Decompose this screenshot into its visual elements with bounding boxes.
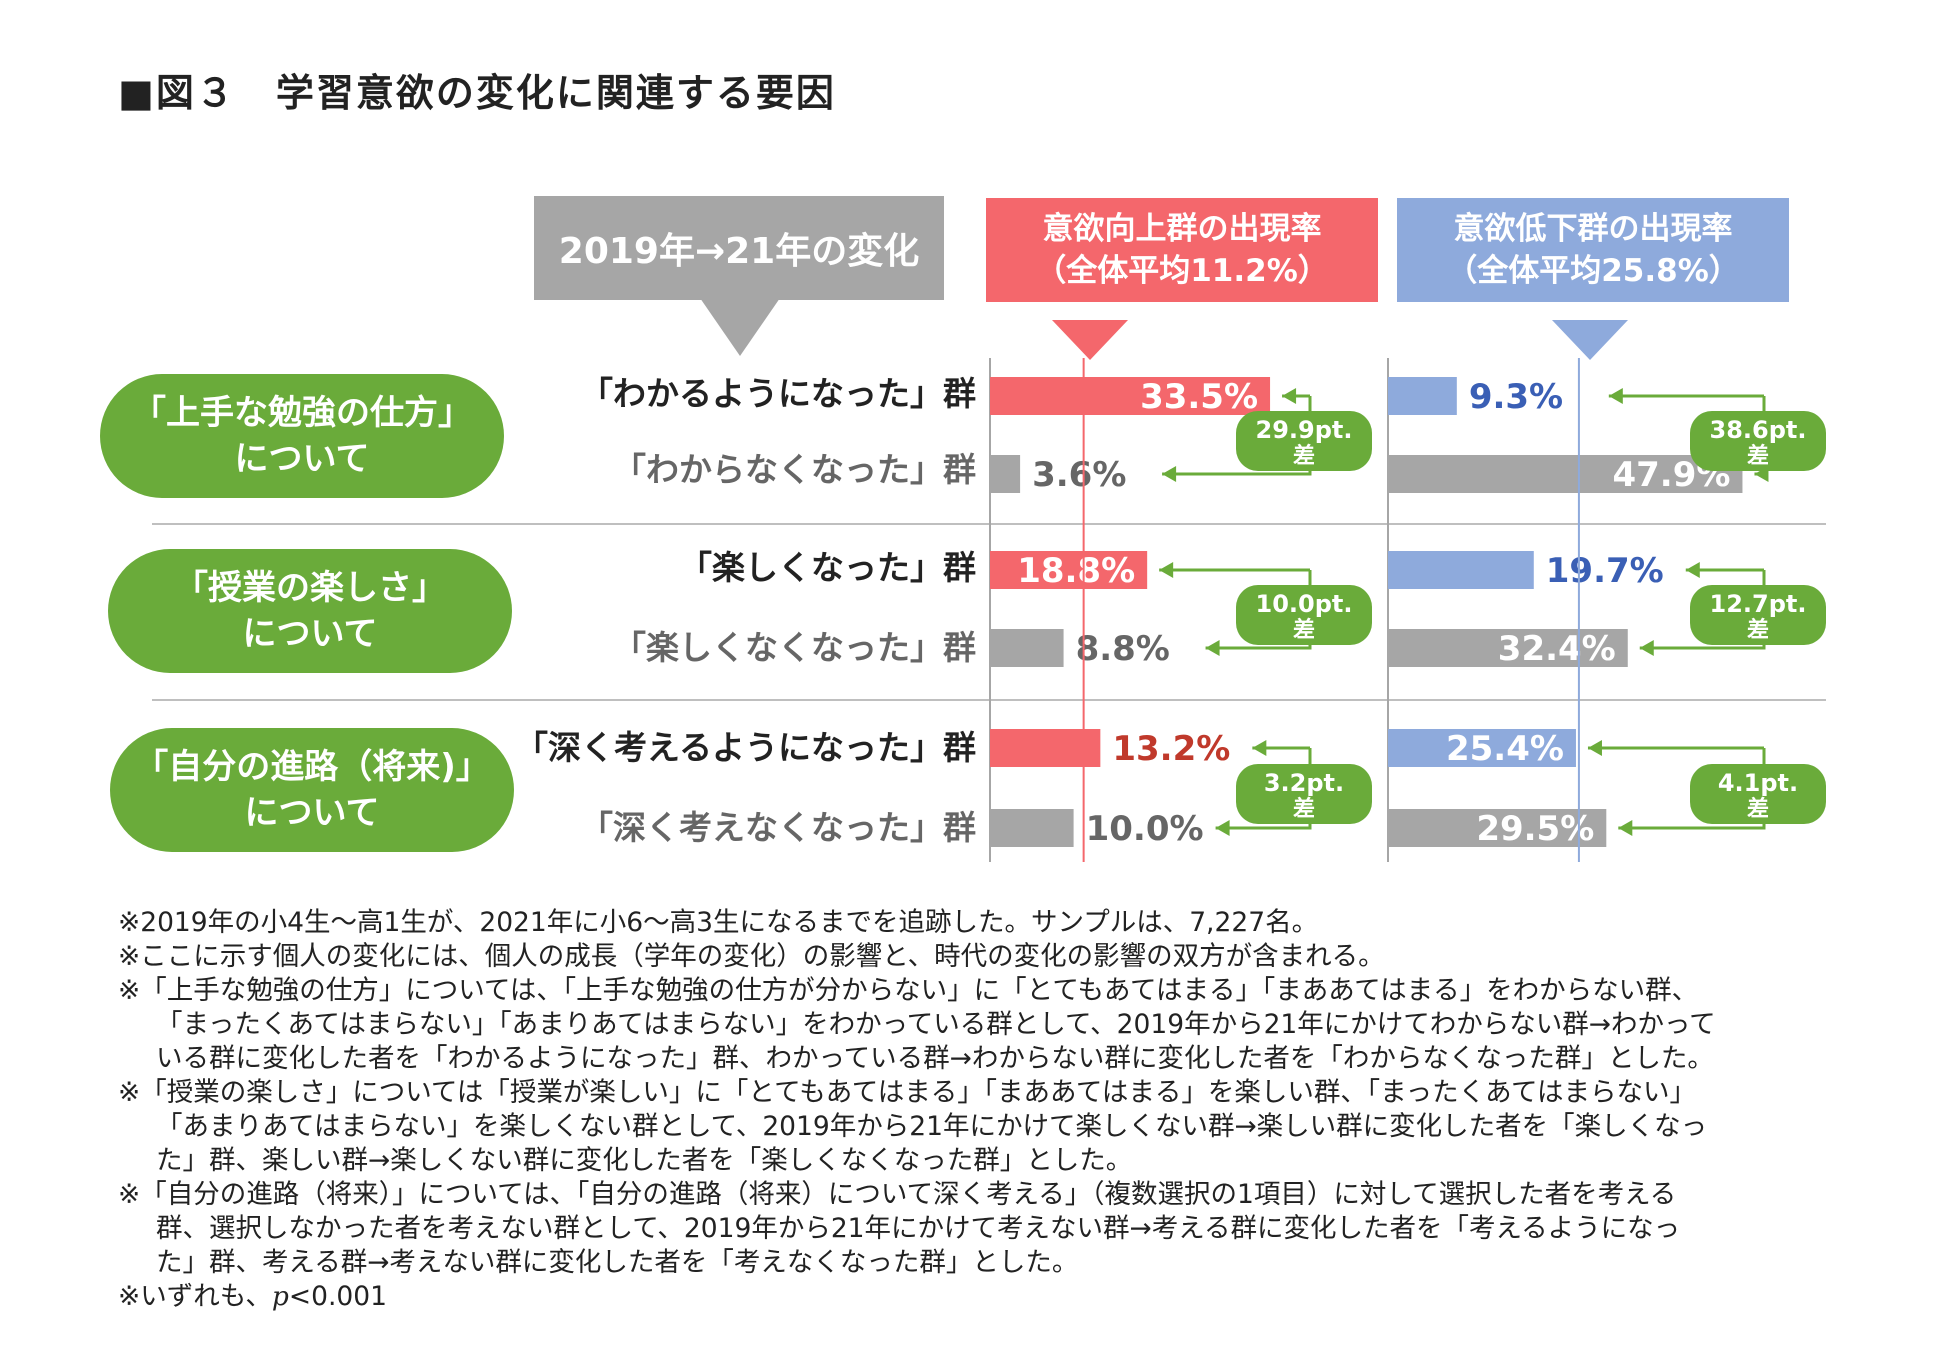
diff-unit: 差 — [1747, 617, 1769, 643]
diff-arrowhead — [1618, 820, 1633, 836]
header-down-line2: （全体平均25.8%） — [1446, 253, 1740, 289]
header-up-rate: 意欲向上群の出現率 （全体平均11.2%） — [986, 198, 1378, 302]
footnote: ※「上手な勉強の仕方」については、「上手な勉強の仕方が分からない」に「とてもあて… — [118, 975, 1699, 1006]
diff-arrowhead — [1159, 562, 1174, 578]
group-label-improved: 「楽しくなった」群 — [679, 548, 976, 587]
diff-arrowhead — [1685, 562, 1700, 578]
figure-title: ■図３ 学習意欲の変化に関連する要因 — [118, 71, 836, 115]
topic-line1: 「自分の進路（将来)」 — [134, 747, 490, 787]
diff-arrowhead — [1587, 740, 1602, 756]
footnote: ※2019年の小4生～高1生が、2021年に小6～高3生になるまでを追跡した。サ… — [118, 907, 1319, 938]
diff-value: 29.9pt. — [1256, 416, 1353, 444]
footnote: た」群、楽しい群→楽しくない群に変化した者を「楽しくなくなった群」とした。 — [156, 1145, 1133, 1176]
bar-improved-up — [990, 729, 1101, 767]
diff-value: 12.7pt. — [1710, 590, 1807, 618]
header-up-arrow — [1052, 320, 1128, 360]
footnote: ※「自分の進路（将来）」については、「自分の進路（将来）について深く考える」（複… — [118, 1179, 1677, 1210]
diff-value: 3.2pt. — [1264, 769, 1344, 797]
header-up-line2: （全体平均11.2%） — [1035, 253, 1329, 289]
topic-career-future: 「自分の進路（将来)」 について — [110, 728, 514, 852]
bar-improved-down — [1388, 551, 1534, 589]
bar-worsened-down — [1388, 455, 1743, 493]
header-down-line1: 意欲低下群の出現率 — [1453, 211, 1733, 247]
header-down-rate: 意欲低下群の出現率 （全体平均25.8%） — [1397, 198, 1789, 302]
diff-callout — [1690, 585, 1826, 645]
bar-worsened-up — [990, 629, 1064, 667]
topic-line2: について — [234, 439, 370, 479]
data-label: 9.3% — [1469, 377, 1563, 417]
diff-value: 4.1pt. — [1718, 769, 1798, 797]
bar-improved-down — [1388, 377, 1457, 415]
header-down-arrow — [1552, 320, 1628, 360]
data-label: 3.6% — [1032, 455, 1126, 495]
diff-value: 10.0pt. — [1256, 590, 1353, 618]
footnote: ※「授業の楽しさ」については「授業が楽しい」に「とてもあてはまる」「まああてはま… — [118, 1077, 1697, 1108]
data-label: 29.5% — [1476, 809, 1594, 849]
bar-improved-up — [990, 377, 1271, 415]
group-label-improved: 「深く考えるようになった」群 — [514, 728, 976, 767]
data-label: 19.7% — [1546, 551, 1664, 591]
diff-callout — [1690, 411, 1826, 471]
header-change-arrow — [700, 298, 780, 356]
footnote: 「あまりあてはまらない」を楽しくない群として、2019年から21年にかけて楽しく… — [156, 1111, 1708, 1142]
diff-arrowhead — [1608, 388, 1623, 404]
diff-unit: 差 — [1747, 443, 1769, 469]
bar-improved-down — [1388, 729, 1576, 767]
data-label: 25.4% — [1446, 729, 1564, 769]
topic-line2: について — [242, 614, 378, 654]
data-label: 8.8% — [1076, 629, 1170, 669]
footnote: た」群、考える群→考えない群に変化した者を「考えなくなった群」とした。 — [156, 1247, 1079, 1278]
diff-bracket — [1587, 746, 1766, 830]
topic-class-enjoyment: 「授業の楽しさ」 について — [108, 549, 512, 673]
group-label-improved: 「わかるようになった」群 — [580, 374, 976, 413]
diff-callout — [1690, 764, 1826, 824]
group-label-worsened: 「楽しくなくなった」群 — [613, 628, 976, 667]
topic-line1: 「上手な勉強の仕方」 — [132, 393, 472, 433]
footnote: 群、選択しなかった者を考えない群として、2019年から21年にかけて考えない群→… — [156, 1213, 1681, 1244]
bar-worsened-down — [1388, 809, 1607, 847]
data-label: 18.8% — [1017, 551, 1135, 591]
diff-callout — [1236, 411, 1372, 471]
diff-arrowhead — [1639, 640, 1654, 656]
header-up-line1: 意欲向上群の出現率 — [1042, 211, 1322, 247]
bar-improved-up — [990, 551, 1148, 589]
footnote: 「まったくあてはまらない」「あまりあてはまらない」をわかっている群として、201… — [156, 1009, 1716, 1040]
diff-arrowhead — [1215, 820, 1230, 836]
data-label: 13.2% — [1112, 729, 1230, 769]
data-label: 33.5% — [1140, 377, 1258, 417]
footnote-prefix: ※いずれも、 — [118, 1281, 272, 1312]
footnote: いる群に変化した者を「わかるようになった」群、わかっている群→わからない群に変化… — [156, 1043, 1714, 1074]
diff-bracket — [1159, 568, 1312, 650]
bar-worsened-up — [990, 455, 1021, 493]
diff-unit: 差 — [1747, 796, 1769, 822]
header-change-label: 2019年→21年の変化 — [558, 231, 920, 272]
diff-callout — [1236, 585, 1372, 645]
bar-chart: 33.5%3.6%9.3%47.9%18.8%8.8%19.7%32.4%13.… — [152, 298, 1826, 862]
footnote: ※ここに示す個人の変化には、個人の成長（学年の変化）の影響と、時代の変化の影響の… — [118, 941, 1385, 972]
topic-line2: について — [244, 793, 380, 833]
footnotes: ※2019年の小4生～高1生が、2021年に小6～高3生になるまでを追跡した。サ… — [118, 906, 1878, 1314]
bar-worsened-up — [990, 809, 1074, 847]
diff-arrowhead — [1282, 388, 1297, 404]
diff-arrowhead — [1162, 466, 1177, 482]
topic-study-method: 「上手な勉強の仕方」 について — [100, 374, 504, 498]
data-label: 10.0% — [1086, 809, 1204, 849]
footnote-p-symbol: p — [271, 1281, 289, 1312]
diff-callout — [1236, 764, 1372, 824]
header-change: 2019年→21年の変化 — [534, 196, 944, 300]
data-label: 32.4% — [1498, 629, 1616, 669]
diff-arrowhead — [1252, 740, 1267, 756]
footnote-suffix: <0.001 — [288, 1281, 387, 1312]
footnote-significance: ※いずれも、p<0.001 — [118, 1280, 1878, 1314]
group-label-worsened: 「深く考えなくなった」群 — [580, 808, 976, 847]
diff-unit: 差 — [1293, 617, 1315, 643]
diff-value: 38.6pt. — [1710, 416, 1807, 444]
diff-arrowhead — [1205, 640, 1220, 656]
topic-line1: 「授業の楽しさ」 — [174, 568, 446, 608]
bar-worsened-down — [1388, 629, 1628, 667]
group-label-worsened: 「わからなくなった」群 — [613, 450, 976, 489]
diff-unit: 差 — [1293, 443, 1315, 469]
diff-unit: 差 — [1293, 796, 1315, 822]
